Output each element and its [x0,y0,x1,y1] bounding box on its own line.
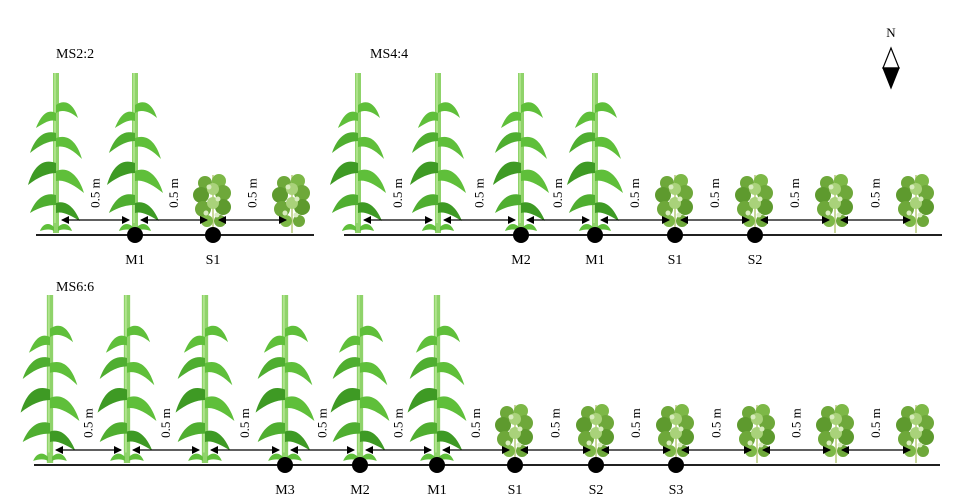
distance-label: 0.5 m [627,178,642,208]
distance-label: 0.5 m [787,178,802,208]
panel-title: MS6:6 [56,280,94,295]
distance-label: 0.5 m [468,408,483,438]
measurement-point-m3 [277,457,293,473]
maize-plant-icon [330,294,390,464]
maize-plant-icon [175,294,235,464]
distance-label: 0.5 m [548,408,563,438]
maize-plant-icon [409,72,467,234]
distance-label: 0.5 m [315,408,330,438]
distance-label: 0.5 m [709,408,724,438]
measurement-point-s1 [205,227,221,243]
maize-plant-icon [97,294,157,464]
distance-label: 0.5 m [868,178,883,208]
maize-plant-icon [492,72,550,234]
distance-label: 0.5 m [789,408,804,438]
distance-label: 0.5 m [245,178,260,208]
maize-plant-icon [20,294,80,464]
measurement-point-label: M2 [511,253,530,268]
soybean-plant-icon [815,403,855,464]
measurement-point-label: S2 [748,253,763,268]
soybean-plant-icon [895,173,935,234]
measurement-point-s1 [667,227,683,243]
distance-label: 0.5 m [166,178,181,208]
measurement-point-label: M1 [427,483,446,498]
measurement-point-label: S1 [206,253,221,268]
measurement-point-m1 [587,227,603,243]
distance-label: 0.5 m [158,408,173,438]
north-label: N [886,25,896,40]
measurement-point-m1 [127,227,143,243]
maize-plant-icon [329,72,387,234]
soybean-plant-icon [655,403,695,464]
panel-ms22: MS2:2 0.5 m 0.5 m 0.5 m M1 S1 [27,47,314,268]
panels-group: MS2:2 0.5 m 0.5 m 0.5 m M1 S1 MS4:4 0.5 m 0.5 m 0… [20,47,942,498]
panel-ms44: MS4:4 0.5 m 0.5 m 0.5 m 0.5 m 0.5 m 0.5 m 0.5 m… [329,47,942,268]
measurement-point-label: S2 [589,483,604,498]
distance-label: 0.5 m [81,408,96,438]
soybean-plant-icon [895,403,935,464]
measurement-point-label: M1 [125,253,144,268]
measurement-point-label: S1 [668,253,683,268]
soybean-plant-icon [494,403,534,464]
measurement-point-s1 [507,457,523,473]
distance-label: 0.5 m [868,408,883,438]
measurement-point-label: S1 [508,483,523,498]
distance-label: 0.5 m [550,178,565,208]
soybean-plant-icon [271,173,311,234]
panel-title: MS4:4 [370,47,408,62]
maize-plant-icon [407,294,467,464]
maize-plant-icon [566,72,624,234]
distance-label: 0.5 m [390,178,405,208]
measurement-point-label: M3 [275,483,294,498]
panel-title: MS2:2 [56,47,94,62]
distance-label: 0.5 m [237,408,252,438]
soybean-plant-icon [734,173,774,234]
measurement-point-m1 [429,457,445,473]
measurement-point-m2 [352,457,368,473]
measurement-point-label: M1 [585,253,604,268]
north-arrow-lower-icon [882,67,900,90]
measurement-point-label: S3 [669,483,684,498]
soybean-plant-icon [814,173,854,234]
soybean-plant-icon [654,173,694,234]
north-arrow-upper-icon [882,46,900,69]
distance-label: 0.5 m [707,178,722,208]
measurement-point-s2 [747,227,763,243]
maize-plant-icon [27,72,85,234]
distance-label: 0.5 m [472,178,487,208]
measurement-point-label: M2 [350,483,369,498]
north-arrow: N [882,25,900,90]
soybean-plant-icon [575,403,615,464]
soybean-plant-icon [736,403,776,464]
measurement-point-s2 [588,457,604,473]
maize-plant-icon [255,294,315,464]
distance-label: 0.5 m [391,408,406,438]
measurement-point-s3 [668,457,684,473]
distance-label: 0.5 m [88,178,103,208]
distance-label: 0.5 m [628,408,643,438]
panel-ms66: MS6:6 0.5 m 0.5 m 0.5 m 0.5 m 0.5 m 0.5 m 0.5 m… [20,280,940,498]
soybean-plant-icon [192,173,232,234]
measurement-point-m2 [513,227,529,243]
maize-plant-icon [106,72,164,234]
